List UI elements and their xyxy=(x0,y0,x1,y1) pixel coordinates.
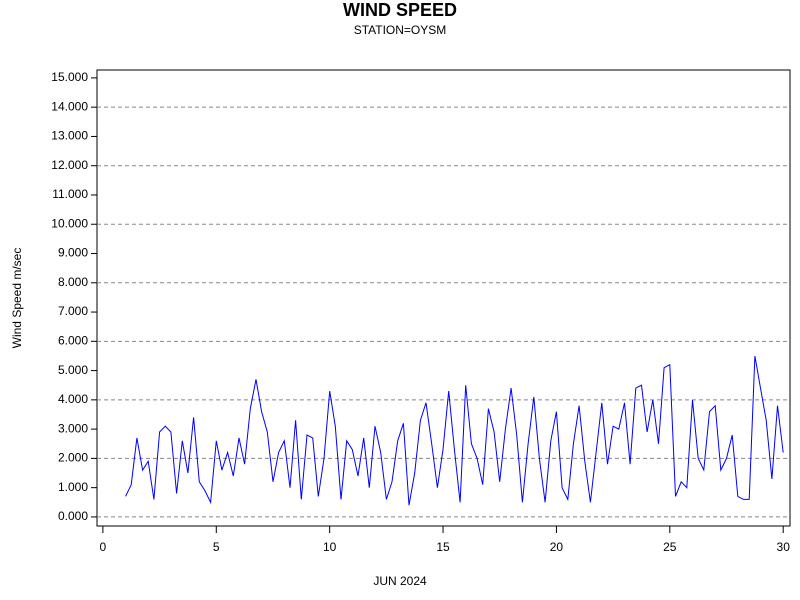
y-tick-label: 11.000 xyxy=(52,187,88,201)
y-tick-label: 15.000 xyxy=(51,70,88,84)
x-axis-label: JUN 2024 xyxy=(373,574,427,588)
x-tick-label: 20 xyxy=(550,540,564,554)
y-tick-label: 7.000 xyxy=(58,304,88,318)
chart-subtitle: STATION=OYSM xyxy=(354,23,447,37)
y-tick-label: 1.000 xyxy=(58,480,88,494)
x-tick-label: 25 xyxy=(663,540,677,554)
chart-title: WIND SPEED xyxy=(343,0,457,20)
y-tick-label: 0.000 xyxy=(58,509,88,523)
y-tick-label: 8.000 xyxy=(58,275,88,289)
x-tick-label: 15 xyxy=(436,540,450,554)
y-tick-label: 12.000 xyxy=(51,158,88,172)
plot-frame xyxy=(96,69,791,527)
y-tick-label: 10.000 xyxy=(51,216,88,230)
y-tick-label: 2.000 xyxy=(58,451,88,465)
y-tick-label: 4.000 xyxy=(58,392,88,406)
y-tick-label: 6.000 xyxy=(58,333,88,347)
x-tick-label: 0 xyxy=(100,540,107,554)
x-tick-label: 30 xyxy=(777,540,791,554)
x-tick-label: 10 xyxy=(323,540,337,554)
x-tick-label: 5 xyxy=(213,540,220,554)
y-tick-label: 3.000 xyxy=(58,421,88,435)
data-line xyxy=(125,355,784,506)
y-tick-label: 14.000 xyxy=(51,99,88,113)
y-axis-label: Wind Speed m/sec xyxy=(10,248,24,349)
y-tick-label: 13.000 xyxy=(51,129,88,143)
y-tick-label: 5.000 xyxy=(58,363,88,377)
y-tick-label: 9.000 xyxy=(58,246,88,260)
